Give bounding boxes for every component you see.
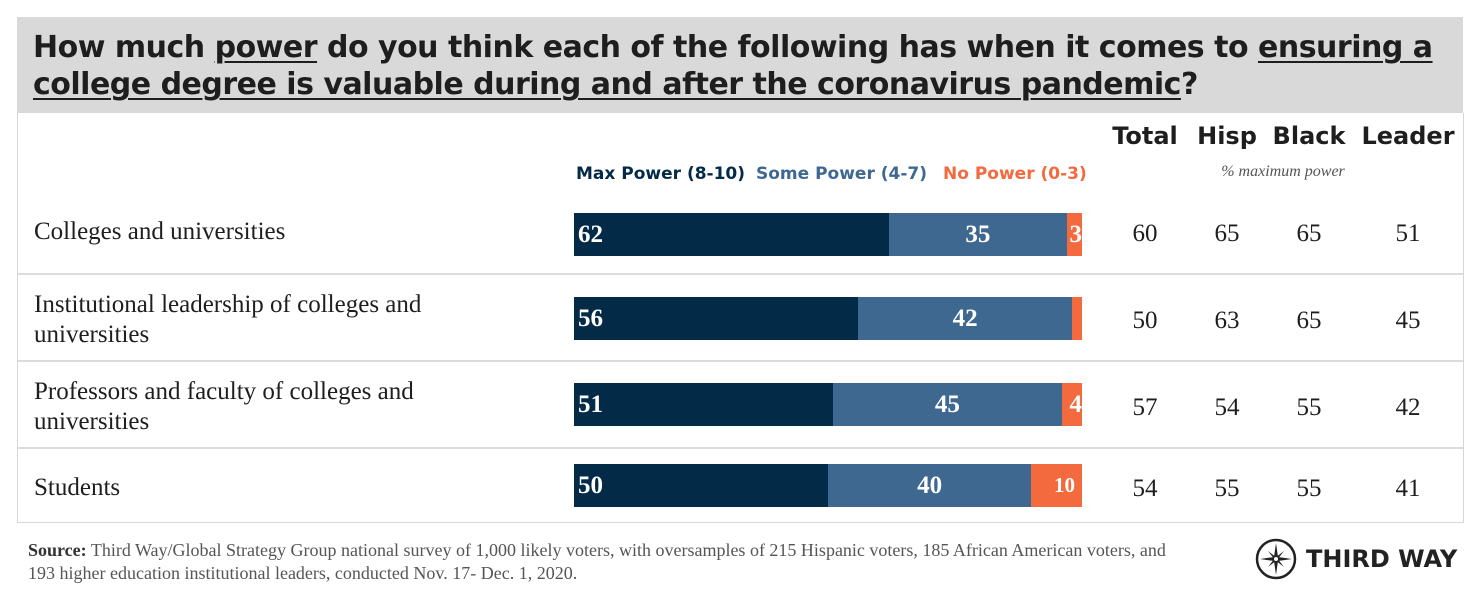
row-label: Professors and faculty of colleges and u… <box>34 378 414 435</box>
title-banner: How much power do you think each of the … <box>17 17 1463 113</box>
col-header-total: Total <box>1112 122 1178 150</box>
data-label: 10 <box>1053 473 1075 497</box>
source-note: Source: Third Way/Global Strategy Group … <box>28 539 1168 585</box>
bar-segment-max: 50 <box>574 464 828 507</box>
legend-some-power: Some Power (4-7) <box>756 164 928 184</box>
table-cell: 55 <box>1214 475 1240 502</box>
bar-segment-max: 51 <box>574 383 834 426</box>
table-cell: 42 <box>1395 394 1421 421</box>
bar-segment-none: 3 <box>1066 213 1082 256</box>
title-part: ? <box>1180 67 1198 102</box>
stacked-bar: 62 35 3 <box>574 213 1082 256</box>
data-label: 62 <box>578 221 603 248</box>
row-label: Students <box>34 474 121 501</box>
bar-segment-some: 45 <box>833 383 1062 426</box>
logo-text: THIRD WAY <box>1306 545 1458 573</box>
bar-segment-none: 4 <box>1061 383 1082 426</box>
third-way-logo: THIRD WAY <box>1254 537 1457 581</box>
table-cell: 65 <box>1296 307 1322 334</box>
table-cell: 55 <box>1296 475 1322 502</box>
data-label: 56 <box>578 305 603 332</box>
chart-table <box>17 113 1464 523</box>
legend-no-power: No Power (0-3) <box>943 164 1087 184</box>
bar-segment-none <box>1071 297 1082 340</box>
row-label: Colleges and universities <box>34 218 286 245</box>
bar-segment-some: 40 <box>828 464 1032 507</box>
title-part: power <box>214 30 318 65</box>
table-cell: 63 <box>1214 307 1240 334</box>
row-divider <box>18 273 1463 275</box>
data-label: 40 <box>917 472 943 499</box>
bar-segment-max: 56 <box>574 297 859 340</box>
table-cell: 54 <box>1214 394 1240 421</box>
compass-icon <box>1255 538 1297 580</box>
table-cell: 51 <box>1395 220 1421 247</box>
stacked-bar: 50 40 10 <box>574 464 1082 507</box>
data-label: 45 <box>934 391 960 418</box>
stacked-bar: 51 45 4 <box>574 383 1082 426</box>
bar-segment-some: 42 <box>858 297 1072 340</box>
col-subheader: % maximum power <box>1221 163 1345 180</box>
title-part: ensuring a college degree is valuable du… <box>33 30 1433 102</box>
source-label: Source: <box>28 540 87 560</box>
data-label: 3 <box>1069 221 1082 248</box>
data-label: 50 <box>578 472 603 499</box>
col-header-hisp: Hisp <box>1197 122 1257 150</box>
table-cell: 50 <box>1132 307 1158 334</box>
col-header-leader: Leader <box>1361 122 1455 150</box>
table-cell: 65 <box>1296 220 1322 247</box>
bar-segment-max: 62 <box>574 213 889 256</box>
row-divider <box>18 447 1463 449</box>
table-cell: 65 <box>1214 220 1240 247</box>
table-cell: 41 <box>1395 475 1421 502</box>
legend-max-power: Max Power (8-10) <box>576 164 746 184</box>
bar-segment-none: 10 <box>1031 464 1082 507</box>
table-cell: 57 <box>1132 394 1158 421</box>
table-cell: 54 <box>1132 475 1158 502</box>
title-part: How much <box>33 30 215 65</box>
table-cell: 45 <box>1395 307 1421 334</box>
data-label: 42 <box>952 305 978 332</box>
data-label: 35 <box>965 221 991 248</box>
data-label: 51 <box>578 391 603 418</box>
data-label: 4 <box>1069 391 1082 418</box>
bar-segment-some: 35 <box>888 213 1067 256</box>
table-cell: 60 <box>1132 220 1158 247</box>
table-cell: 55 <box>1296 394 1322 421</box>
row-label: Institutional leadership of colleges and… <box>34 291 422 348</box>
chart-title: How much power do you think each of the … <box>33 29 1453 103</box>
source-text: Third Way/Global Strategy Group national… <box>28 540 1166 583</box>
stacked-bar: 56 42 <box>574 297 1082 340</box>
row-divider <box>18 360 1463 362</box>
title-part: do you think each of the following has w… <box>317 30 1258 65</box>
col-header-black: Black <box>1272 122 1346 150</box>
